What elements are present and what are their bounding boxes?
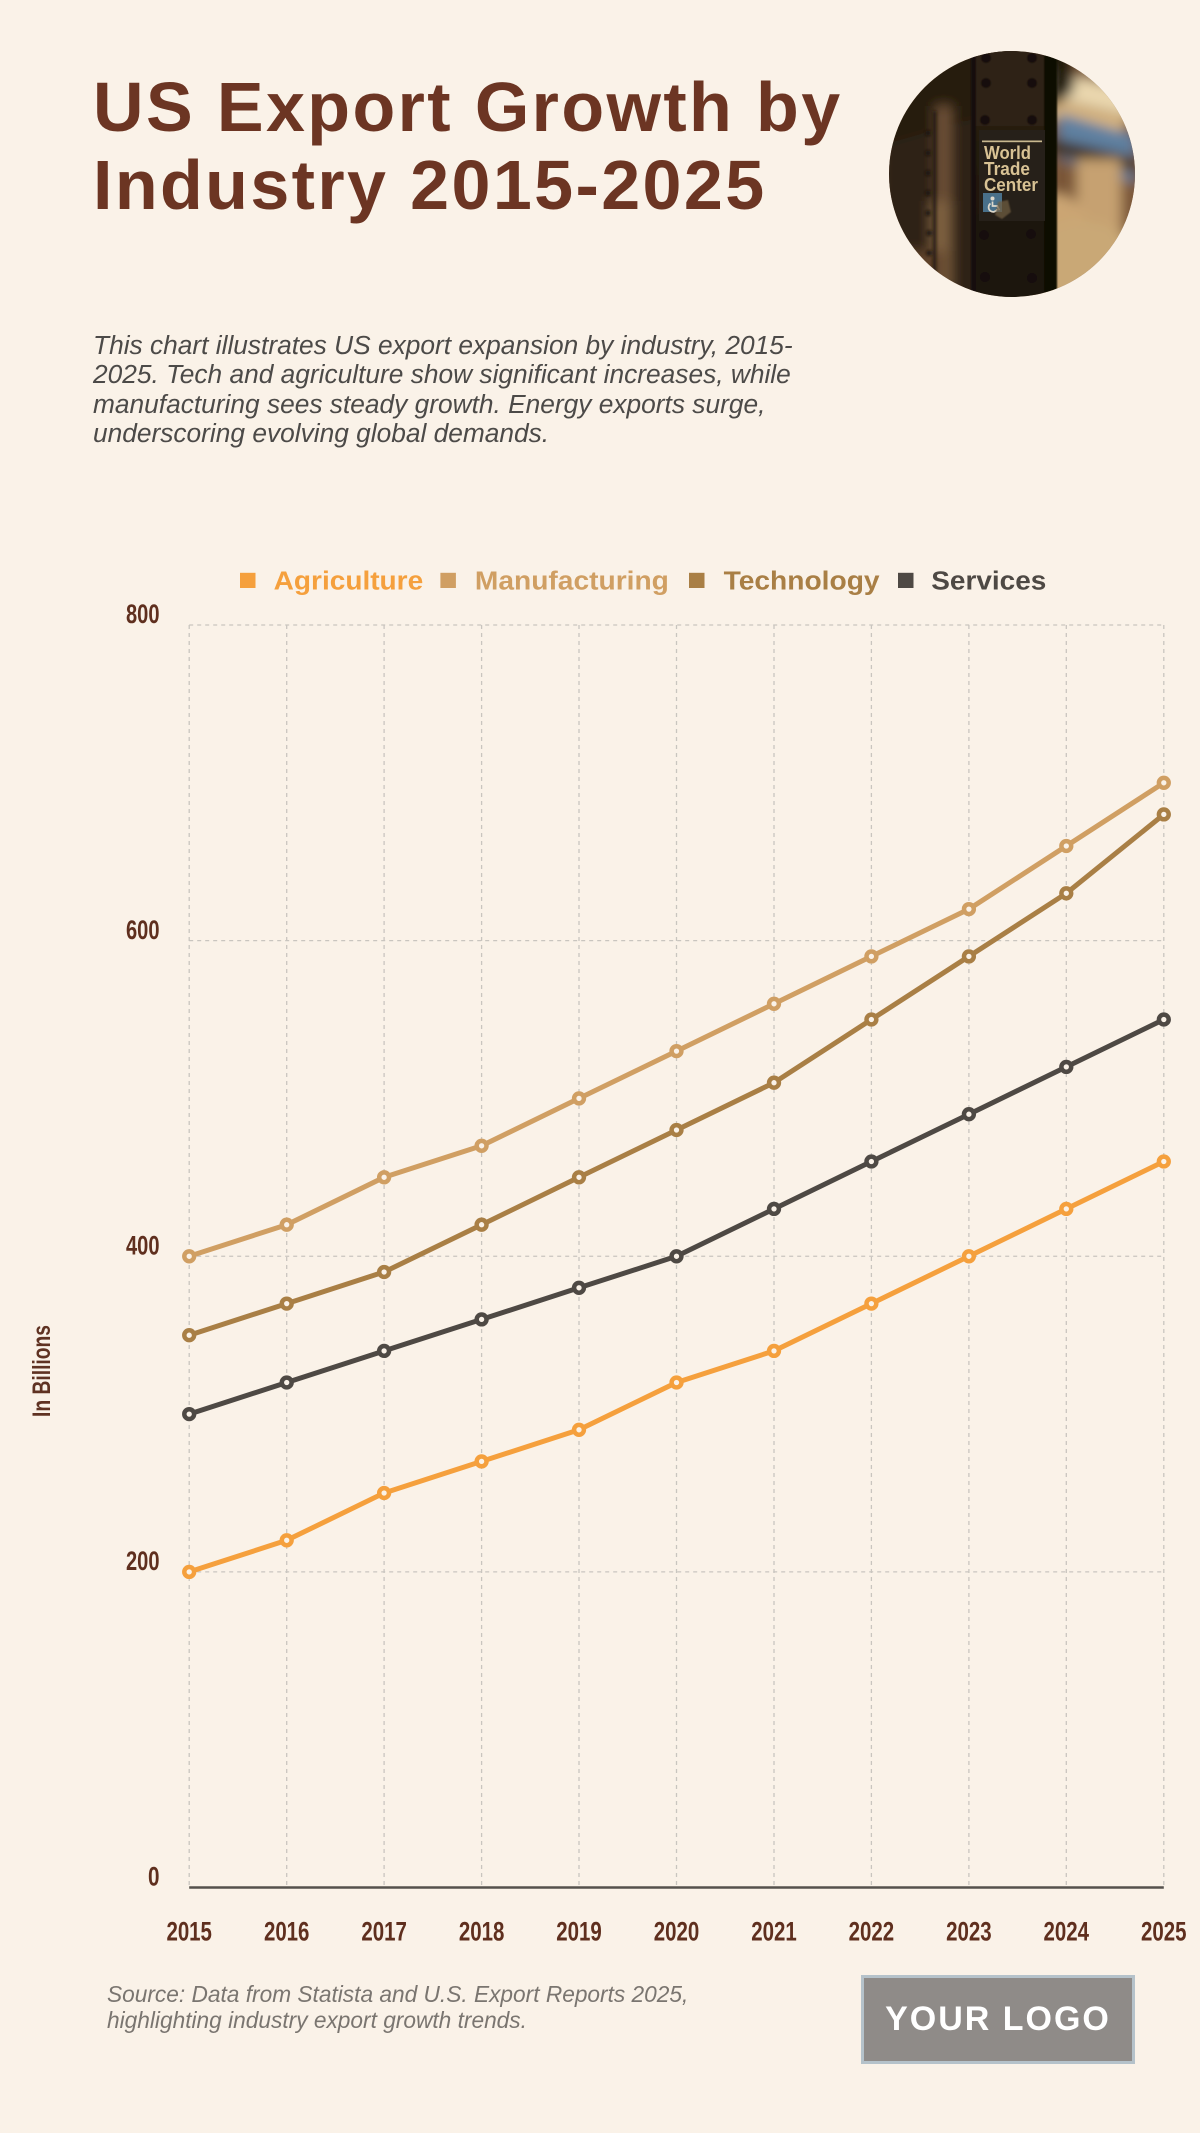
svg-text:Center: Center (984, 175, 1038, 195)
svg-text:Services: Services (931, 568, 1046, 596)
svg-text:2015: 2015 (166, 1917, 212, 1947)
svg-text:2024: 2024 (1044, 1917, 1090, 1947)
svg-text:2025: 2025 (1141, 1917, 1187, 1947)
svg-text:World: World (984, 143, 1031, 163)
svg-text:Agriculture: Agriculture (274, 568, 424, 596)
svg-text:Trade: Trade (984, 159, 1030, 179)
svg-text:2022: 2022 (849, 1917, 895, 1947)
svg-text:0: 0 (148, 1862, 160, 1892)
svg-text:In Billions: In Billions (28, 1325, 56, 1417)
svg-text:2020: 2020 (654, 1917, 700, 1947)
svg-text:Technology: Technology (724, 568, 881, 596)
svg-text:2021: 2021 (751, 1917, 797, 1947)
svg-text:200: 200 (126, 1546, 160, 1576)
svg-text:Manufacturing: Manufacturing (475, 568, 669, 596)
svg-text:2023: 2023 (946, 1917, 992, 1947)
svg-text:2017: 2017 (361, 1917, 407, 1947)
svg-text:400: 400 (126, 1230, 160, 1260)
svg-text:2019: 2019 (556, 1917, 602, 1947)
svg-text:2018: 2018 (459, 1917, 505, 1947)
svg-text:800: 800 (126, 599, 160, 629)
svg-text:2016: 2016 (264, 1917, 310, 1947)
svg-text:600: 600 (126, 915, 160, 945)
